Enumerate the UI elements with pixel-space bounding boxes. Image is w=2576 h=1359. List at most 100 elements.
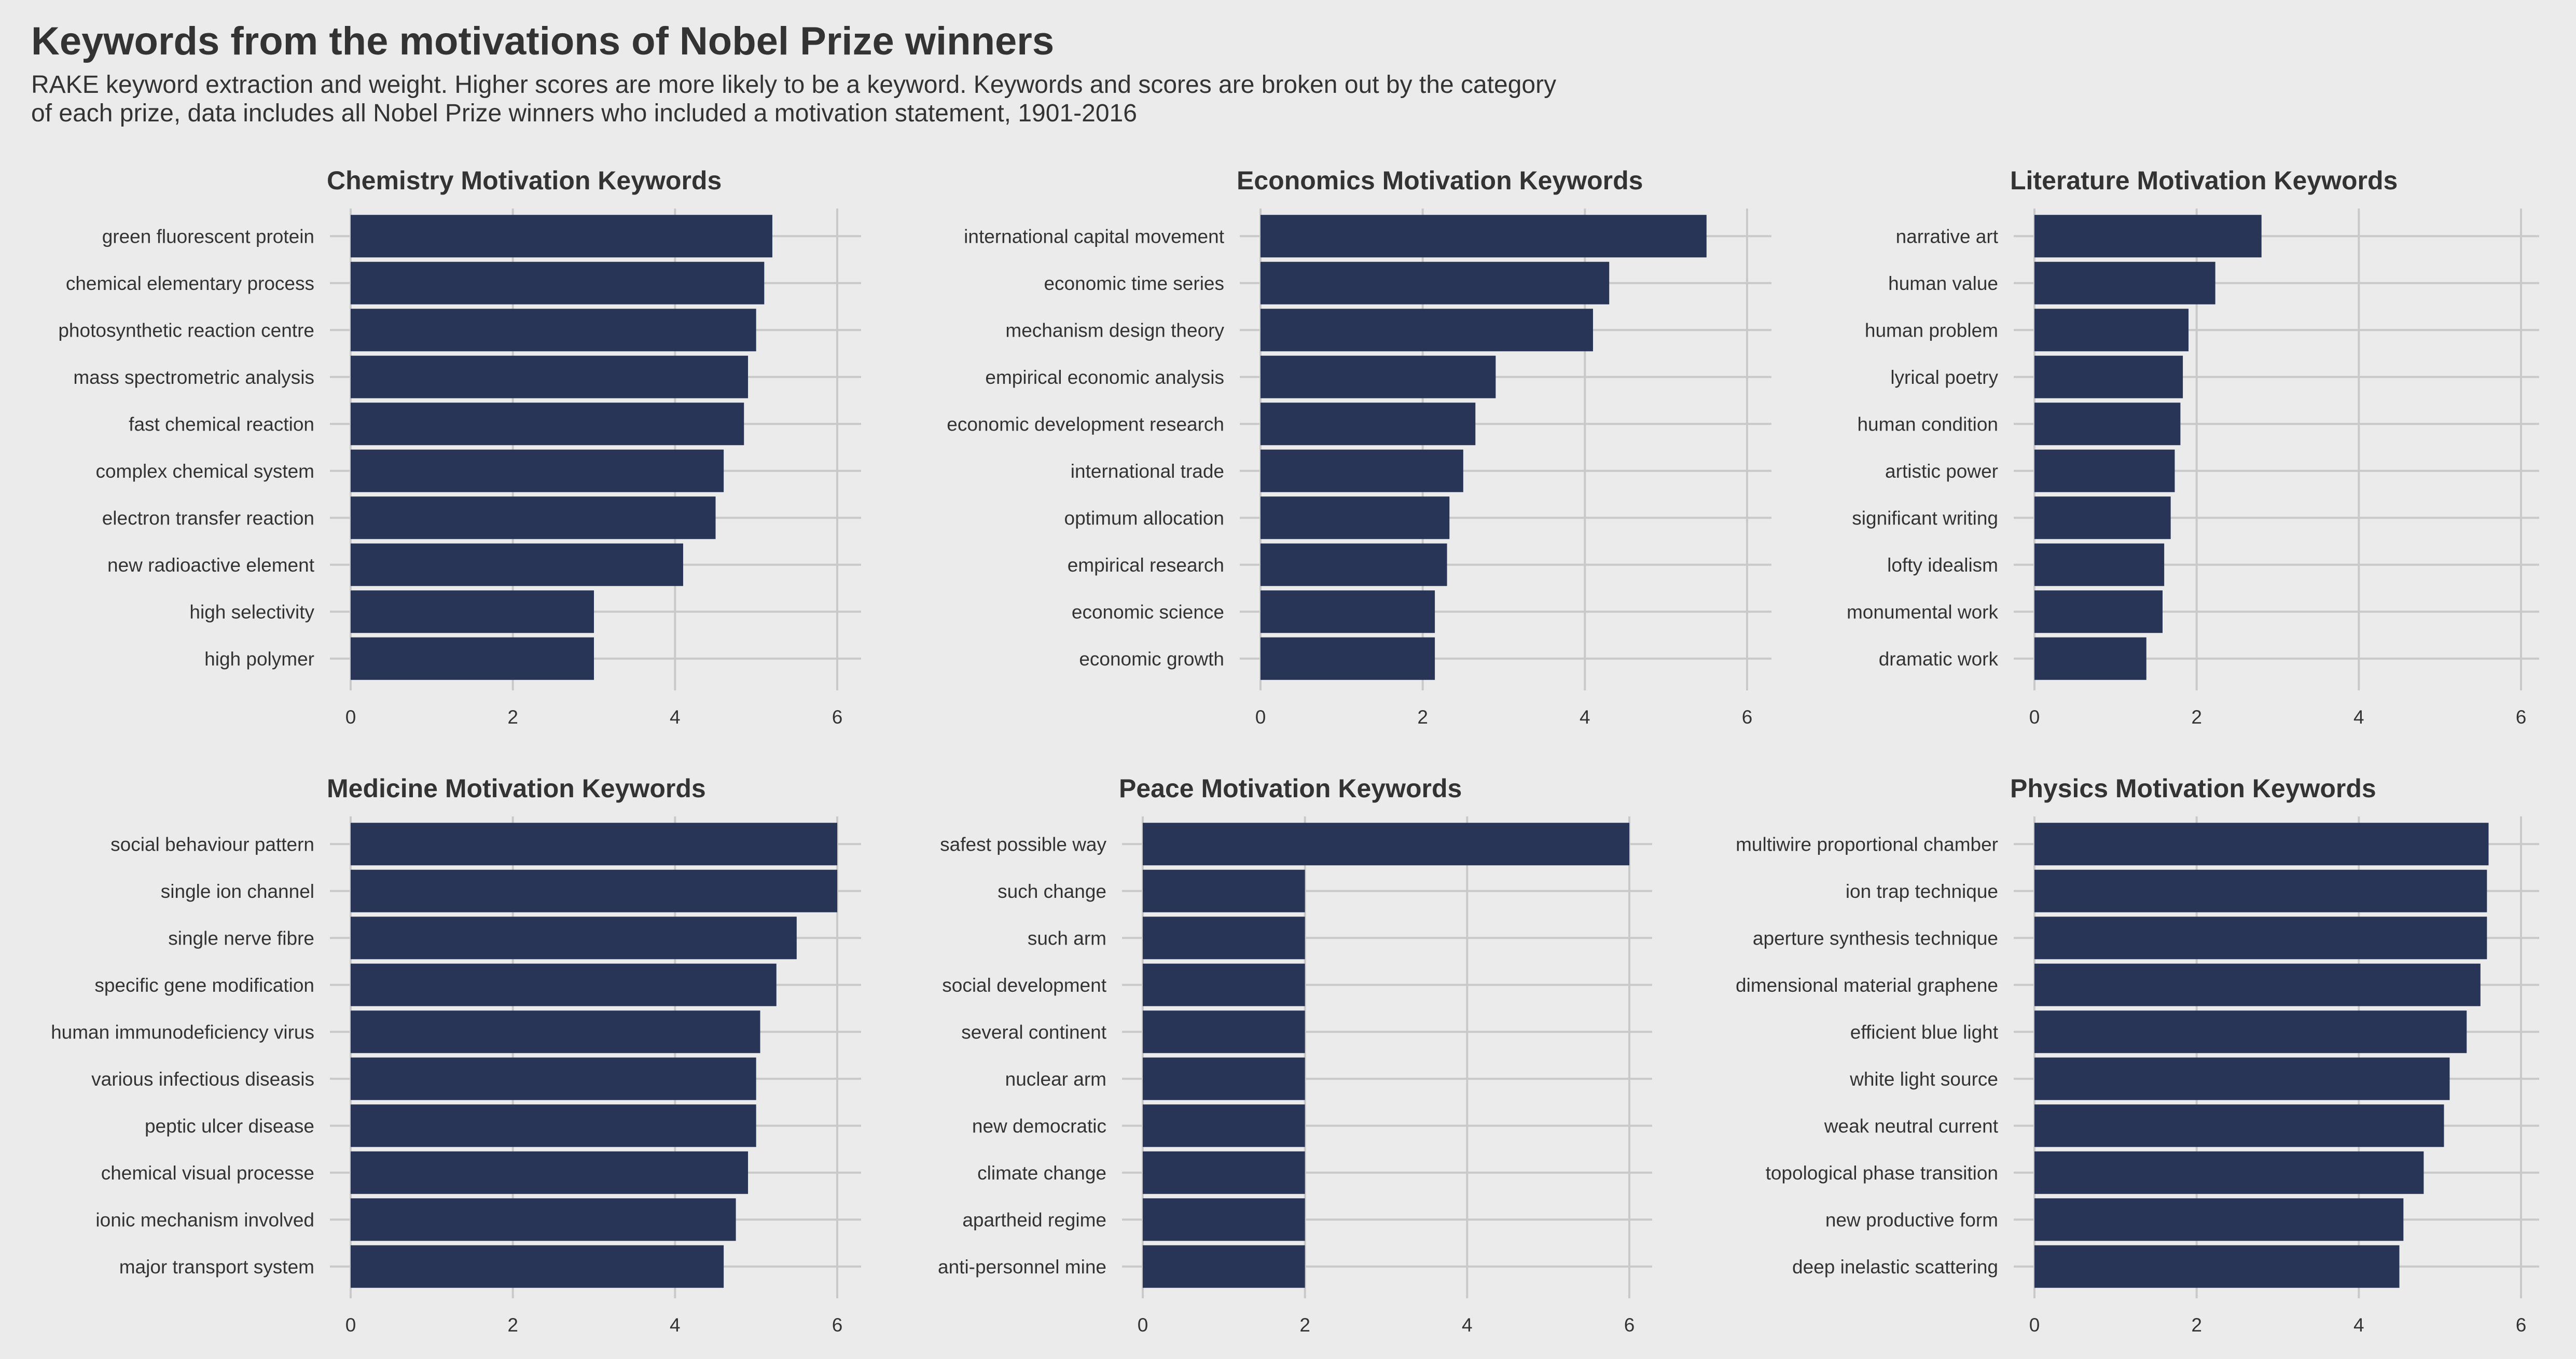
bar bbox=[2034, 1010, 2467, 1053]
category-label: dramatic work bbox=[1879, 648, 1999, 670]
x-tick-label: 0 bbox=[2029, 1314, 2040, 1336]
category-label: photosynthetic reaction centre bbox=[58, 320, 314, 341]
bar bbox=[1143, 1245, 1305, 1288]
category-label: international trade bbox=[1071, 461, 1224, 482]
bar bbox=[2034, 1245, 2400, 1288]
category-label: significant writing bbox=[1852, 507, 1998, 529]
category-label: topological phase transition bbox=[1766, 1162, 1998, 1184]
x-tick-label: 2 bbox=[2191, 1314, 2202, 1336]
bar bbox=[2034, 309, 2189, 352]
x-tick-label: 2 bbox=[2191, 706, 2202, 728]
category-label: peptic ulcer disease bbox=[145, 1115, 314, 1136]
bar bbox=[2034, 917, 2487, 960]
bar bbox=[1261, 309, 1593, 352]
panel-title: Medicine Motivation Keywords bbox=[327, 774, 706, 803]
x-tick-label: 4 bbox=[1462, 1314, 1473, 1336]
bar bbox=[1261, 449, 1463, 492]
category-label: social development bbox=[942, 975, 1106, 996]
category-label: ion trap technique bbox=[1846, 881, 1998, 902]
x-tick-label: 2 bbox=[1299, 1314, 1310, 1336]
bar bbox=[351, 403, 744, 446]
category-label: lofty idealism bbox=[1887, 554, 1998, 576]
category-label: empirical economic analysis bbox=[985, 367, 1224, 388]
category-label: white light source bbox=[1849, 1069, 1998, 1090]
category-label: specific gene modification bbox=[94, 975, 314, 996]
bar bbox=[1261, 215, 1707, 258]
category-label: electron transfer reaction bbox=[102, 507, 314, 529]
x-tick-label: 2 bbox=[507, 706, 518, 728]
x-tick-label: 4 bbox=[2353, 706, 2364, 728]
category-label: such arm bbox=[1028, 927, 1106, 949]
bar bbox=[2034, 869, 2487, 912]
bar bbox=[351, 869, 837, 912]
bar bbox=[351, 590, 594, 633]
category-label: complex chemical system bbox=[95, 461, 314, 482]
category-label: dimensional material graphene bbox=[1736, 975, 1998, 996]
bar bbox=[2034, 215, 2262, 258]
category-label: anti-personnel mine bbox=[938, 1256, 1106, 1278]
bar bbox=[1143, 1198, 1305, 1241]
panel-title: Economics Motivation Keywords bbox=[1237, 166, 1643, 195]
bar bbox=[1143, 1151, 1305, 1194]
bar bbox=[351, 496, 716, 539]
panel-economics: international capital movement economic t… bbox=[947, 166, 1771, 728]
category-label: human immunodeficiency virus bbox=[51, 1021, 314, 1043]
category-label: optimum allocation bbox=[1064, 507, 1224, 529]
chart-subtitle: RAKE keyword extraction and weight. High… bbox=[31, 71, 1557, 127]
category-label: lyrical poetry bbox=[1890, 367, 1998, 388]
panel-literature: narrative art human value human problem lyr… bbox=[1847, 166, 2539, 728]
bar bbox=[2034, 1104, 2444, 1147]
panel-title: Physics Motivation Keywords bbox=[2010, 774, 2376, 803]
category-label: single nerve fibre bbox=[168, 927, 314, 949]
chart-title: Keywords from the motivations of Nobel P… bbox=[31, 19, 1055, 63]
bar bbox=[1261, 355, 1496, 398]
category-label: new democratic bbox=[972, 1115, 1106, 1136]
bar bbox=[2034, 496, 2171, 539]
bar bbox=[351, 917, 797, 960]
category-label: economic time series bbox=[1044, 273, 1224, 294]
chart-header: Keywords from the motivations of Nobel P… bbox=[31, 20, 1795, 128]
x-tick-label: 6 bbox=[2516, 706, 2527, 728]
bar bbox=[1261, 496, 1450, 539]
category-label: human problem bbox=[1865, 320, 1998, 341]
bar bbox=[351, 449, 724, 492]
category-label: such change bbox=[998, 881, 1106, 902]
bar bbox=[1143, 869, 1305, 912]
bar bbox=[2034, 1057, 2450, 1100]
bar bbox=[2034, 449, 2175, 492]
bar bbox=[351, 1010, 760, 1053]
category-label: deep inelastic scattering bbox=[1792, 1256, 1998, 1278]
bar bbox=[2034, 355, 2183, 398]
category-label: efficient blue light bbox=[1850, 1021, 1999, 1043]
x-tick-label: 2 bbox=[507, 1314, 518, 1336]
bar bbox=[1143, 963, 1305, 1006]
category-label: artistic power bbox=[1885, 461, 1998, 482]
x-tick-label: 4 bbox=[670, 706, 681, 728]
panel-title: Chemistry Motivation Keywords bbox=[327, 166, 722, 195]
x-tick-label: 4 bbox=[670, 1314, 681, 1336]
category-label: climate change bbox=[977, 1162, 1106, 1184]
bar bbox=[351, 309, 756, 352]
x-tick-label: 6 bbox=[832, 706, 843, 728]
category-label: international capital movement bbox=[964, 226, 1225, 247]
panel-title: Peace Motivation Keywords bbox=[1119, 774, 1462, 803]
bar bbox=[2034, 403, 2181, 446]
bar bbox=[2034, 261, 2215, 304]
x-tick-label: 6 bbox=[2516, 1314, 2527, 1336]
category-label: mass spectrometric analysis bbox=[73, 367, 314, 388]
bar bbox=[2034, 963, 2481, 1006]
x-tick-label: 4 bbox=[1580, 706, 1590, 728]
category-label: nuclear arm bbox=[1005, 1069, 1106, 1090]
bar bbox=[351, 1245, 724, 1288]
bar bbox=[1261, 590, 1435, 633]
x-tick-label: 0 bbox=[1255, 706, 1266, 728]
category-label: safest possible way bbox=[940, 834, 1106, 855]
category-label: green fluorescent protein bbox=[102, 226, 314, 247]
bar bbox=[351, 215, 772, 258]
bar bbox=[2034, 543, 2165, 586]
category-label: multiwire proportional chamber bbox=[1736, 834, 1998, 855]
bar bbox=[2034, 1151, 2424, 1194]
category-label: new radioactive element bbox=[107, 554, 315, 576]
bar bbox=[351, 963, 777, 1006]
